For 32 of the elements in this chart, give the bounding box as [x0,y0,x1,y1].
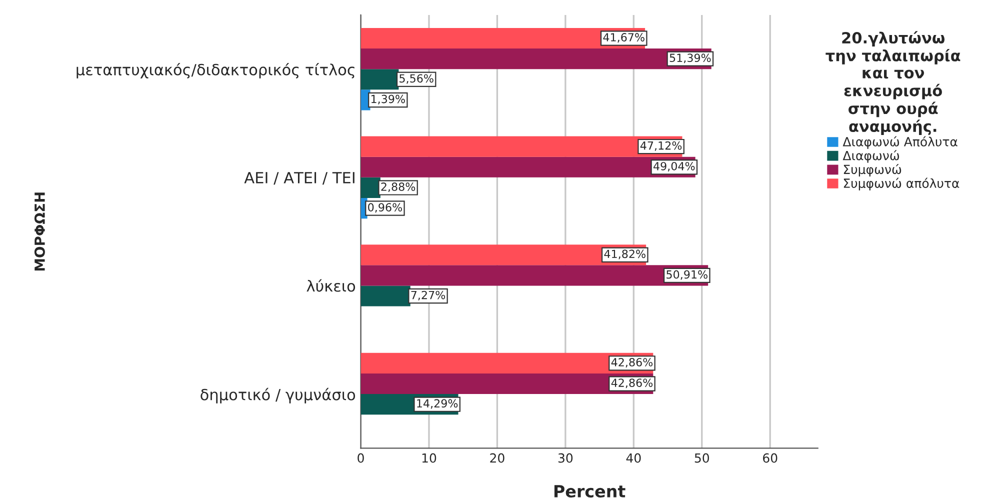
data-label: 1,39% [371,94,405,104]
legend-label: Διαφωνώ [842,150,900,163]
y-tick-label: ΑΕΙ / ΑΤΕΙ / ΤΕΙ [244,172,354,185]
x-tick-label: 20 [490,453,504,463]
data-label: 47,12% [640,141,682,151]
legend-label: Συμφωνώ απόλυτα [844,178,960,190]
legend-title: 20.γλυτώνω την ταλαιπωρία και τον εκνευρισμό στην ουρά αναμονής. [826,31,960,136]
data-label: 42,86% [611,358,653,368]
x-tick-label: 10 [422,453,436,463]
x-tick-label: 50 [694,453,709,463]
data-label: 14,29% [417,399,458,409]
data-label: 49,04% [654,162,695,172]
y-tick-label: μεταπτυχιακός/διδακτορικός τίτλος [76,62,354,78]
legend-label: Διαφωνώ Απόλυτα [842,136,958,149]
data-label: 0,96% [368,203,402,213]
x-axis-title: Percent [554,485,626,498]
data-label: 7,27% [411,290,446,300]
data-label: 50,91% [666,270,708,280]
data-label: 41,82% [604,250,646,260]
y-tick-label: δημοτικό / γυμνάσιο [200,388,356,404]
data-label: 2,88% [381,182,416,192]
y-axis-title: ΜΟΡΦΩΣΗ [34,192,45,271]
data-label: 42,86% [611,378,653,388]
data-label: 51,39% [670,54,711,64]
data-label: 5,56% [400,74,434,84]
x-tick-label: 40 [626,453,641,463]
x-tick-label: 0 [358,453,364,463]
legend-label: Συμφωνώ [844,164,902,177]
data-label: 41,67% [603,33,644,43]
y-tick-label: λύκειο [306,279,356,292]
x-tick-label: 60 [763,453,778,463]
x-tick-label: 30 [558,453,573,463]
